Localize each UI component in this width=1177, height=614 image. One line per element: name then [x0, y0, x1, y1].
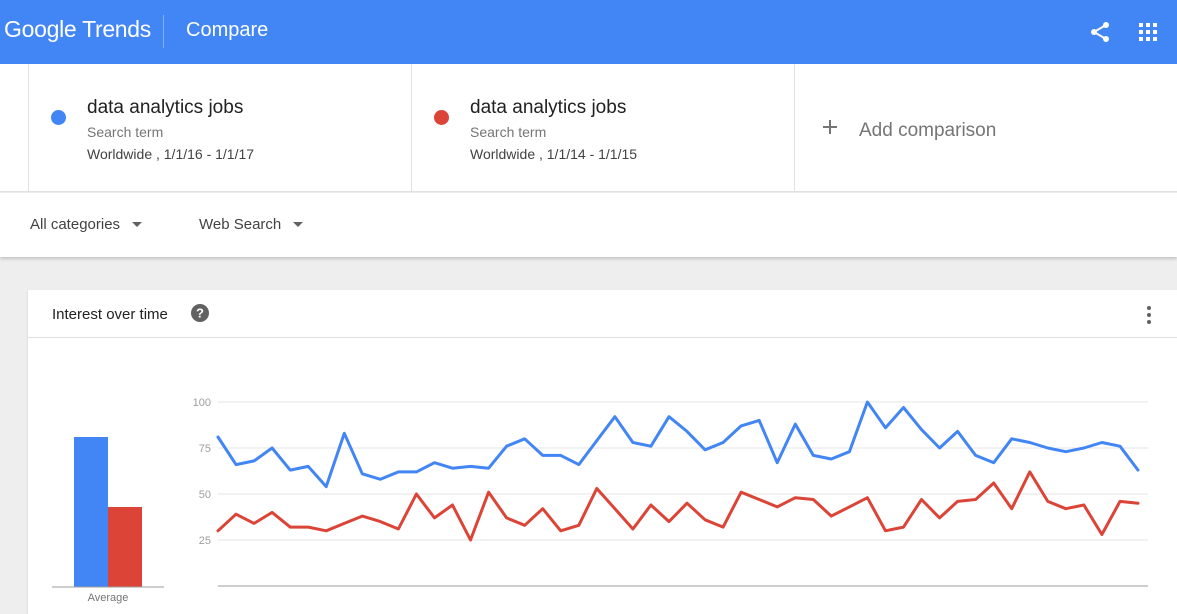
average-bar-2 [108, 507, 142, 587]
logo-google-text: Google [4, 16, 77, 42]
term-2-type: Search term [470, 124, 547, 140]
logo-trends-text: Trends [82, 16, 151, 42]
y-tick-label: 25 [199, 535, 211, 547]
card-divider [28, 337, 1177, 338]
comparison-terms-bar: data analytics jobs Search term Worldwid… [0, 64, 1177, 192]
average-label: Average [88, 592, 129, 604]
add-comparison-button[interactable]: Add comparison [794, 64, 1177, 192]
search-type-dropdown[interactable]: Web Search [199, 216, 304, 233]
y-tick-label: 75 [199, 443, 211, 455]
category-dropdown-label: All categories [30, 216, 121, 233]
top-app-bar: Google Trends Compare [0, 0, 1177, 64]
help-icon[interactable]: ? [191, 304, 209, 322]
term-1-color-dot [51, 110, 66, 125]
search-type-dropdown-label: Web Search [199, 216, 282, 233]
chevron-down-icon [293, 221, 304, 227]
term-card-2[interactable]: data analytics jobs Search term Worldwid… [411, 64, 794, 192]
term-1-range[interactable]: Worldwide , 1/1/16 - 1/1/17 [87, 146, 255, 162]
page-title: Compare [186, 19, 269, 41]
average-bar-1 [74, 437, 108, 587]
more-vert-icon[interactable] [1146, 305, 1152, 325]
category-dropdown[interactable]: All categories [30, 216, 143, 233]
card-title: Interest over time [52, 306, 168, 323]
google-trends-logo[interactable]: Google Trends [4, 16, 151, 43]
apps-grid-icon[interactable] [1138, 22, 1158, 42]
plus-icon [823, 120, 837, 134]
term-2-color-dot [434, 110, 449, 125]
svg-text:?: ? [196, 306, 204, 321]
chevron-down-icon [132, 221, 143, 227]
header-divider [163, 15, 164, 48]
y-tick-label: 50 [199, 489, 211, 501]
add-comparison-label: Add comparison [859, 120, 997, 141]
interest-over-time-card: Interest over time ? 25 50 75 100 Average [28, 290, 1177, 614]
series-line-2 [216, 470, 1140, 542]
interest-over-time-chart[interactable]: 25 50 75 100 Average [28, 290, 1177, 614]
series-line-1 [216, 400, 1140, 489]
filter-bar: All categories Web Search [0, 193, 1177, 257]
term-2-name[interactable]: data analytics jobs [470, 97, 627, 118]
y-tick-label: 100 [193, 397, 211, 409]
term-2-range[interactable]: Worldwide , 1/1/14 - 1/1/15 [470, 146, 638, 162]
term-1-type: Search term [87, 124, 164, 140]
share-icon[interactable] [1088, 20, 1112, 44]
term-card-1[interactable]: data analytics jobs Search term Worldwid… [28, 64, 411, 192]
term-1-name[interactable]: data analytics jobs [87, 97, 244, 118]
